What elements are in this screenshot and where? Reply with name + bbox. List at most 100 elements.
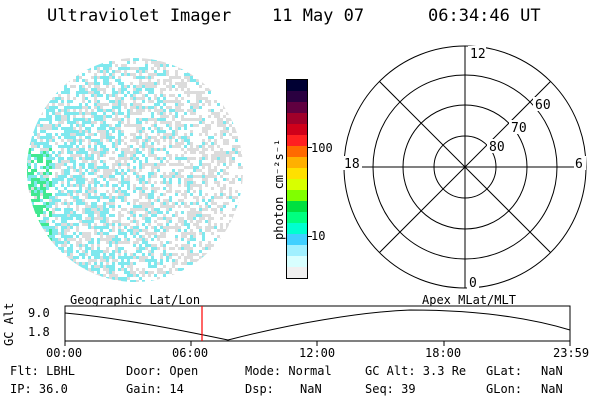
emission-pixel (226, 202, 229, 205)
emission-pixel (238, 280, 241, 282)
emission-pixel (166, 190, 169, 193)
emission-pixel (34, 265, 37, 268)
emission-pixel (46, 253, 49, 256)
timeline-x-tick-2359: 23:59 (553, 346, 590, 360)
emission-pixel (46, 280, 49, 282)
emission-pixel (187, 70, 190, 73)
emission-pixel (64, 241, 67, 244)
emission-pixel (151, 214, 154, 217)
emission-pixel (196, 124, 199, 127)
emission-pixel (97, 169, 100, 172)
emission-pixel (106, 265, 109, 268)
emission-pixel (28, 277, 31, 280)
emission-pixel (40, 208, 43, 211)
emission-pixel (127, 274, 130, 277)
emission-pixel (34, 259, 37, 262)
emission-pixel (217, 280, 220, 282)
emission-pixel (202, 166, 205, 169)
emission-pixel (82, 253, 85, 256)
emission-pixel (112, 268, 115, 271)
emission-pixel (127, 271, 130, 274)
emission-pixel (61, 193, 64, 196)
emission-pixel (52, 199, 55, 202)
emission-pixel (94, 166, 97, 169)
emission-pixel (94, 163, 97, 166)
emission-pixel (27, 79, 28, 82)
emission-pixel (223, 193, 226, 196)
emission-pixel (187, 250, 190, 253)
emission-pixel (37, 160, 40, 163)
emission-pixel (232, 157, 235, 160)
emission-pixel (151, 142, 154, 145)
emission-pixel (220, 196, 223, 199)
emission-pixel (133, 256, 136, 259)
emission-pixel (76, 208, 79, 211)
emission-pixel (184, 235, 187, 238)
emission-pixel (121, 163, 124, 166)
emission-pixel (121, 280, 124, 282)
emission-pixel (223, 157, 226, 160)
emission-pixel (238, 154, 241, 157)
emission-pixel (205, 88, 208, 91)
emission-pixel (217, 115, 220, 118)
emission-pixel (181, 67, 184, 70)
emission-pixel (88, 112, 91, 115)
emission-pixel (127, 169, 130, 172)
emission-pixel (136, 256, 139, 259)
emission-pixel (205, 268, 208, 271)
emission-pixel (127, 175, 130, 178)
emission-pixel (31, 271, 34, 274)
emission-pixel (199, 55, 202, 58)
emission-pixel (49, 250, 52, 253)
emission-pixel (34, 154, 37, 157)
emission-pixel (238, 100, 241, 103)
emission-pixel (97, 103, 100, 106)
emission-pixel (76, 148, 79, 151)
emission-pixel (202, 157, 205, 160)
emission-pixel (169, 196, 172, 199)
emission-pixel (64, 142, 67, 145)
emission-pixel (43, 235, 46, 238)
colorbar-band (287, 135, 307, 146)
emission-pixel (151, 259, 154, 262)
emission-pixel (118, 127, 121, 130)
emission-pixel (154, 70, 157, 73)
emission-pixel (118, 91, 121, 94)
emission-pixel (139, 259, 142, 262)
emission-pixel (97, 130, 100, 133)
emission-pixel (166, 199, 169, 202)
emission-pixel (235, 175, 238, 178)
emission-pixel (157, 268, 160, 271)
emission-pixel (46, 133, 49, 136)
emission-pixel (28, 217, 31, 220)
emission-pixel (97, 265, 100, 268)
emission-pixel (61, 97, 64, 100)
emission-pixel (193, 217, 196, 220)
emission-pixel (136, 55, 139, 58)
emission-pixel (103, 211, 106, 214)
emission-pixel (106, 217, 109, 220)
emission-pixel (187, 148, 190, 151)
colorbar-band (287, 267, 307, 278)
emission-pixel (27, 97, 28, 100)
emission-pixel (163, 148, 166, 151)
emission-pixel (40, 223, 43, 226)
emission-pixel (127, 262, 130, 265)
emission-pixel (82, 97, 85, 100)
emission-pixel (187, 166, 190, 169)
emission-pixel (175, 154, 178, 157)
emission-pixel (217, 235, 220, 238)
emission-pixel (238, 265, 241, 268)
emission-pixel (37, 64, 40, 67)
emission-pixel (208, 241, 211, 244)
emission-pixel (52, 286, 55, 289)
emission-pixel (196, 82, 199, 85)
emission-pixel (244, 172, 247, 175)
emission-pixel (106, 223, 109, 226)
emission-pixel (211, 79, 214, 82)
emission-pixel (97, 82, 100, 85)
emission-pixel (211, 112, 214, 115)
emission-pixel (178, 67, 181, 70)
emission-pixel (97, 109, 100, 112)
emission-pixel (133, 88, 136, 91)
